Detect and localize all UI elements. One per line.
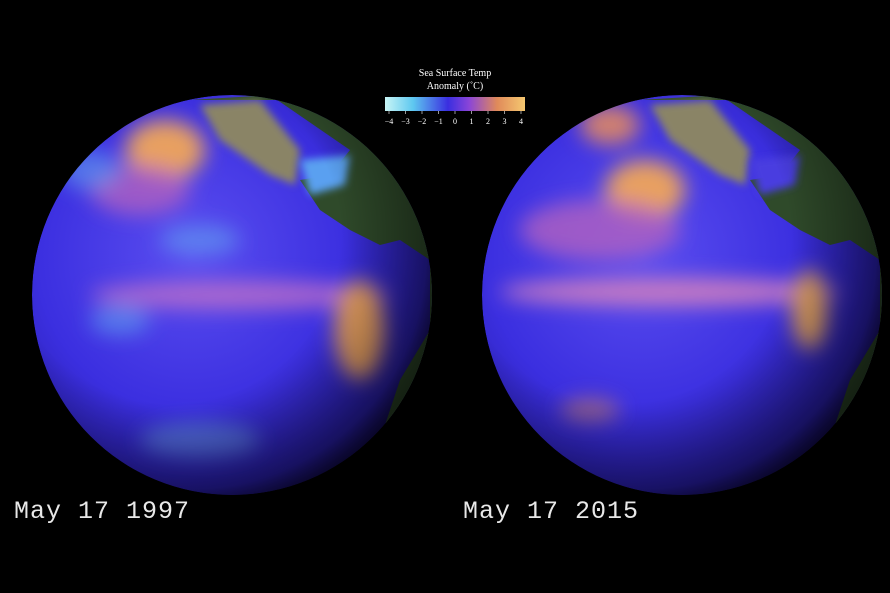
- date-label: May 17 1997: [14, 497, 190, 526]
- colorbar-legend: Sea Surface Temp Anomaly (˚C) −4 −3 −2 −1 0 1…: [385, 68, 525, 126]
- legend-title: Sea Surface Temp: [419, 68, 491, 79]
- tick-label: −3: [401, 117, 410, 126]
- tick-label: −4: [385, 117, 394, 126]
- colorbar: [385, 97, 525, 111]
- tick-label: −1: [434, 117, 443, 126]
- tick-label: −2: [418, 117, 427, 126]
- tick-label: 1: [470, 117, 474, 126]
- date-label: May 17 2015: [463, 497, 639, 526]
- tick-label: 4: [519, 117, 523, 126]
- tick-label: 3: [503, 117, 507, 126]
- globe-1997: [32, 95, 432, 495]
- tick-label: 0: [453, 117, 457, 126]
- globe-2015: [482, 95, 882, 495]
- tick-label: 2: [486, 117, 490, 126]
- legend-title: Anomaly (˚C): [427, 81, 483, 92]
